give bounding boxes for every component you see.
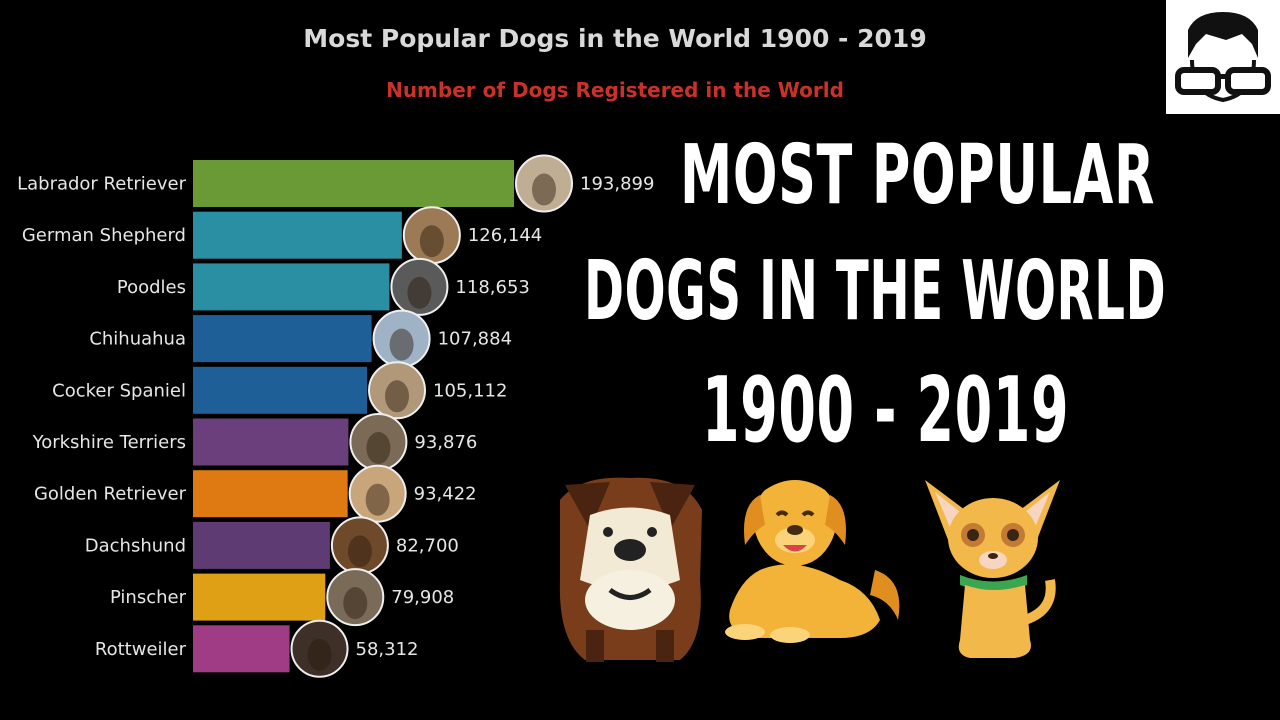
bar xyxy=(193,263,390,311)
bar xyxy=(193,470,348,518)
headline-line-2: DOGS IN THE WORLD xyxy=(584,244,1167,339)
bar xyxy=(193,160,514,207)
dog-silhouette-icon xyxy=(343,587,368,620)
dog-thumbnail-icon xyxy=(515,154,573,213)
chart-title: Most Popular Dogs in the World 1900 - 20… xyxy=(303,24,927,53)
category-label: Cocker Spaniel xyxy=(52,380,186,401)
category-label: Dachshund xyxy=(85,535,186,556)
dog-thumbnail-icon xyxy=(290,619,349,678)
value-label: 126,144 xyxy=(468,225,542,246)
headline-line-3: 1900 - 2019 xyxy=(702,358,1070,463)
value-label: 105,112 xyxy=(433,380,507,401)
category-label: German Shepherd xyxy=(22,225,186,246)
dog-silhouette-icon xyxy=(307,638,332,671)
dog-thumbnail-icon xyxy=(326,568,385,627)
dog-silhouette-icon xyxy=(365,483,390,516)
dog-silhouette-icon xyxy=(407,276,432,309)
dog-thumbnail-icon xyxy=(368,361,427,420)
value-label: 93,422 xyxy=(414,484,477,505)
dog-silhouette-icon xyxy=(366,432,391,464)
category-label: Chihuahua xyxy=(89,329,186,350)
category-label: Yorkshire Terriers xyxy=(32,432,186,453)
bulldog-cartoon-icon xyxy=(559,477,702,662)
bar xyxy=(193,366,368,414)
category-label: Labrador Retriever xyxy=(17,174,187,195)
dog-silhouette-icon xyxy=(419,225,444,258)
category-label: Pinscher xyxy=(110,587,187,608)
chihuahua-cartoon-icon xyxy=(925,480,1060,658)
value-label: 58,312 xyxy=(356,639,419,660)
dog-silhouette-icon xyxy=(385,380,410,413)
value-label: 79,908 xyxy=(391,587,454,608)
dog-silhouette-icon xyxy=(347,535,372,568)
value-label: 107,884 xyxy=(438,329,512,350)
dog-thumbnail-icon xyxy=(390,257,449,316)
headline-line-1: MOST POPULAR xyxy=(680,128,1156,223)
glasses-face-logo-icon xyxy=(1166,0,1280,114)
value-label: 93,876 xyxy=(414,432,477,453)
bar xyxy=(193,315,372,363)
category-label: Poodles xyxy=(117,277,186,298)
value-label: 118,653 xyxy=(455,277,529,298)
bar xyxy=(193,521,330,569)
bar xyxy=(193,418,349,466)
dog-silhouette-icon xyxy=(389,328,414,361)
bar xyxy=(193,211,402,259)
dog-thumbnail-icon xyxy=(348,464,407,523)
category-label: Golden Retriever xyxy=(34,484,187,505)
bar xyxy=(193,573,326,621)
bar xyxy=(193,625,290,673)
bar-chart: Labrador Retriever 193,899 German Shepherd… xyxy=(17,154,654,678)
golden-retriever-cartoon-icon xyxy=(725,480,900,643)
value-label: 82,700 xyxy=(396,535,459,556)
dog-silhouette-icon xyxy=(532,173,556,206)
category-label: Rottweiler xyxy=(95,639,187,660)
value-label: 193,899 xyxy=(580,174,654,195)
chart-subtitle: Number of Dogs Registered in the World xyxy=(386,78,844,102)
